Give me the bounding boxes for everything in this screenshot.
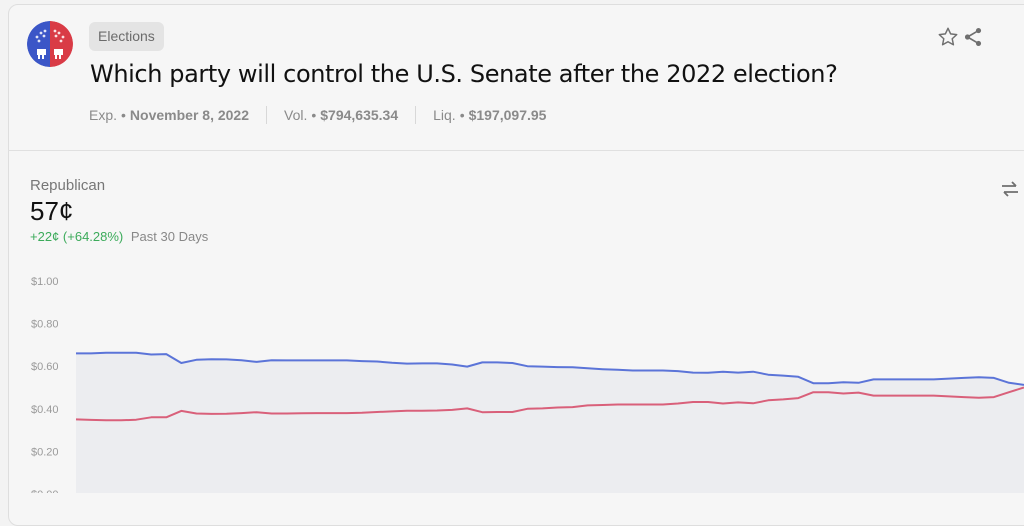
- meta-dot: •: [459, 107, 465, 123]
- market-meta: Exp. • November 8, 2022 Vol. • $794,635.…: [89, 106, 546, 124]
- meta-separator: [415, 106, 417, 124]
- meta-separator: [266, 106, 267, 124]
- change-period: Past 30 Days: [130, 229, 209, 244]
- series-line-red: [75, 386, 1024, 422]
- expiry-label: Exp.: [89, 107, 118, 123]
- liquidity-value: $197,097.95: [468, 107, 547, 123]
- swap-icon[interactable]: [999, 180, 1021, 203]
- outcome-price: 57¢: [30, 196, 74, 226]
- y-tick-label: $0.60: [31, 361, 59, 373]
- outcome-name: Republican: [30, 177, 106, 194]
- category-tag[interactable]: Elections: [89, 22, 164, 51]
- price-change: +22¢ (+64.28%) Past 30 Days: [30, 229, 208, 244]
- senate-logo: [27, 21, 73, 67]
- change-percent: (+64.28%): [62, 229, 124, 244]
- y-tick-label: $0.20: [31, 446, 59, 458]
- chart-area-fill: [76, 352, 1024, 493]
- liquidity-label: Liq.: [433, 107, 456, 123]
- price-chart[interactable]: $1.00 $0.80 $0.60 $0.40 $0.20 $0.00: [0, 265, 1024, 493]
- star-icon[interactable]: [937, 26, 959, 53]
- change-amount: +22¢: [30, 229, 60, 244]
- y-tick-label: $0.80: [31, 319, 59, 331]
- market-title: Which party will control the U.S. Senate…: [90, 60, 838, 88]
- share-icon[interactable]: [962, 26, 984, 53]
- y-tick-label: $0.00: [31, 489, 59, 493]
- volume-value: $794,635.34: [320, 107, 399, 123]
- meta-dot: •: [121, 107, 126, 123]
- series-line-blue: [76, 351, 1024, 386]
- header-divider: [8, 150, 1024, 151]
- expiry-date: November 8, 2022: [129, 107, 249, 123]
- y-tick-label: $1.00: [31, 276, 59, 288]
- y-tick-label: $0.40: [31, 404, 59, 416]
- volume-label: Vol.: [284, 107, 308, 123]
- meta-dot: •: [311, 107, 317, 123]
